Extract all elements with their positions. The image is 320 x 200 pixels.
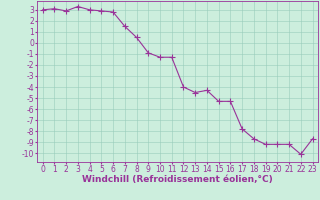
X-axis label: Windchill (Refroidissement éolien,°C): Windchill (Refroidissement éolien,°C)	[82, 175, 273, 184]
